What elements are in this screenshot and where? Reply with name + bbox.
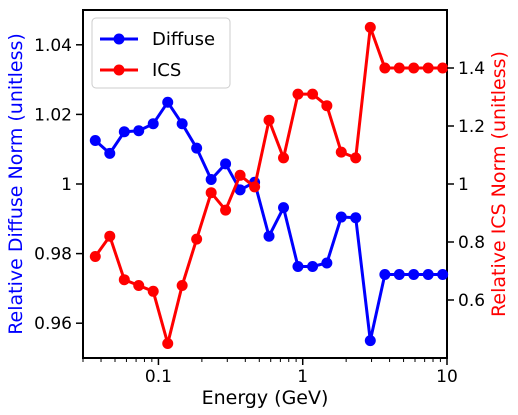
data-point-diffuse xyxy=(292,260,304,272)
data-point-ics xyxy=(104,230,116,242)
data-point-ics xyxy=(176,280,188,291)
data-point-diffuse xyxy=(176,118,188,130)
x-axis-title: Energy (GeV) xyxy=(202,387,329,409)
right-tick-label: 0.6 xyxy=(458,291,485,311)
data-point-diffuse xyxy=(422,268,434,280)
left-tick-label: 1 xyxy=(61,175,72,195)
data-point-ics xyxy=(263,114,275,126)
x-tick-label: 10 xyxy=(436,367,458,387)
left-tick-label: 0.96 xyxy=(34,314,72,334)
data-point-ics xyxy=(379,62,391,74)
data-point-diffuse xyxy=(220,158,232,170)
data-point-ics xyxy=(147,285,159,297)
data-point-diffuse xyxy=(379,268,391,280)
data-point-ics xyxy=(335,146,347,158)
legend-label: Diffuse xyxy=(152,29,215,50)
legend: Diffuse ICS xyxy=(91,17,231,89)
data-point-ics xyxy=(133,280,145,291)
right-tick-label: 1 xyxy=(458,175,469,195)
data-point-ics xyxy=(220,204,232,216)
data-point-diffuse xyxy=(437,268,449,280)
axes-layer: 0.1 1 10 0.96 0.98 1 1.02 1.04 0.6 0.8 1 1.2 1.4 xyxy=(34,36,485,387)
data-point-ics xyxy=(234,169,246,181)
right-axis-title: Relative ICS Norm (unitless) xyxy=(488,51,510,317)
series-ics xyxy=(89,21,449,349)
data-point-ics xyxy=(422,62,434,74)
series-diffuse xyxy=(89,96,449,347)
data-point-diffuse xyxy=(191,142,203,154)
data-point-diffuse xyxy=(408,268,420,280)
data-point-diffuse xyxy=(205,173,217,185)
data-point-diffuse xyxy=(162,96,174,108)
legend-marker xyxy=(113,33,125,45)
x-tick-label: 0.1 xyxy=(145,367,172,387)
right-tick-label: 1.4 xyxy=(458,59,485,79)
data-point-ics xyxy=(249,181,261,193)
legend-entry-ics: ICS xyxy=(100,60,181,81)
data-point-diffuse xyxy=(118,126,130,138)
data-point-diffuse xyxy=(307,260,319,272)
data-point-diffuse xyxy=(263,230,275,242)
data-point-ics xyxy=(118,274,130,286)
data-point-ics xyxy=(437,62,449,74)
x-tick-label: 1 xyxy=(297,367,308,387)
data-point-ics xyxy=(162,338,174,349)
data-point-ics xyxy=(350,152,362,164)
data-point-diffuse xyxy=(133,125,145,137)
data-point-diffuse xyxy=(104,147,116,159)
data-point-diffuse xyxy=(393,268,405,280)
left-tick-label: 1.04 xyxy=(34,36,72,56)
data-point-diffuse xyxy=(350,212,362,224)
data-point-diffuse xyxy=(147,118,159,130)
left-tick-label: 0.98 xyxy=(34,245,72,265)
data-point-ics xyxy=(278,152,290,164)
right-tick-label: 1.2 xyxy=(458,117,485,137)
legend-entry-diffuse: Diffuse xyxy=(100,29,215,50)
data-point-ics xyxy=(364,21,376,33)
data-point-ics xyxy=(321,100,333,112)
legend-marker xyxy=(113,64,125,76)
series-line-diffuse xyxy=(94,100,443,343)
data-point-diffuse xyxy=(321,257,333,269)
right-tick-label: 0.8 xyxy=(458,233,485,253)
data-point-diffuse xyxy=(335,211,347,223)
data-point-ics xyxy=(292,88,304,100)
data-point-ics xyxy=(89,251,101,262)
data-point-ics xyxy=(408,62,420,74)
data-point-diffuse xyxy=(234,184,246,196)
left-axis-title: Relative Diffuse Norm (unitless) xyxy=(5,33,27,335)
legend-label: ICS xyxy=(152,60,181,81)
series-layer xyxy=(89,21,449,349)
data-point-diffuse xyxy=(364,335,376,347)
data-point-ics xyxy=(393,62,405,74)
left-tick-label: 1.02 xyxy=(34,105,72,125)
data-point-ics xyxy=(191,233,203,245)
data-point-diffuse xyxy=(278,202,290,214)
data-point-diffuse xyxy=(89,135,101,146)
data-point-ics xyxy=(205,187,217,199)
data-point-ics xyxy=(307,88,319,100)
